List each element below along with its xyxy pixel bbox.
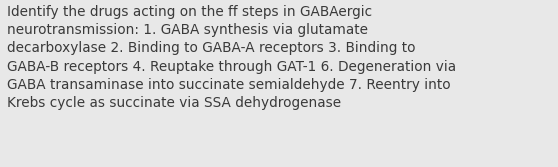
Text: Identify the drugs acting on the ff steps in GABAergic
neurotransmission: 1. GAB: Identify the drugs acting on the ff step… [7,5,456,110]
